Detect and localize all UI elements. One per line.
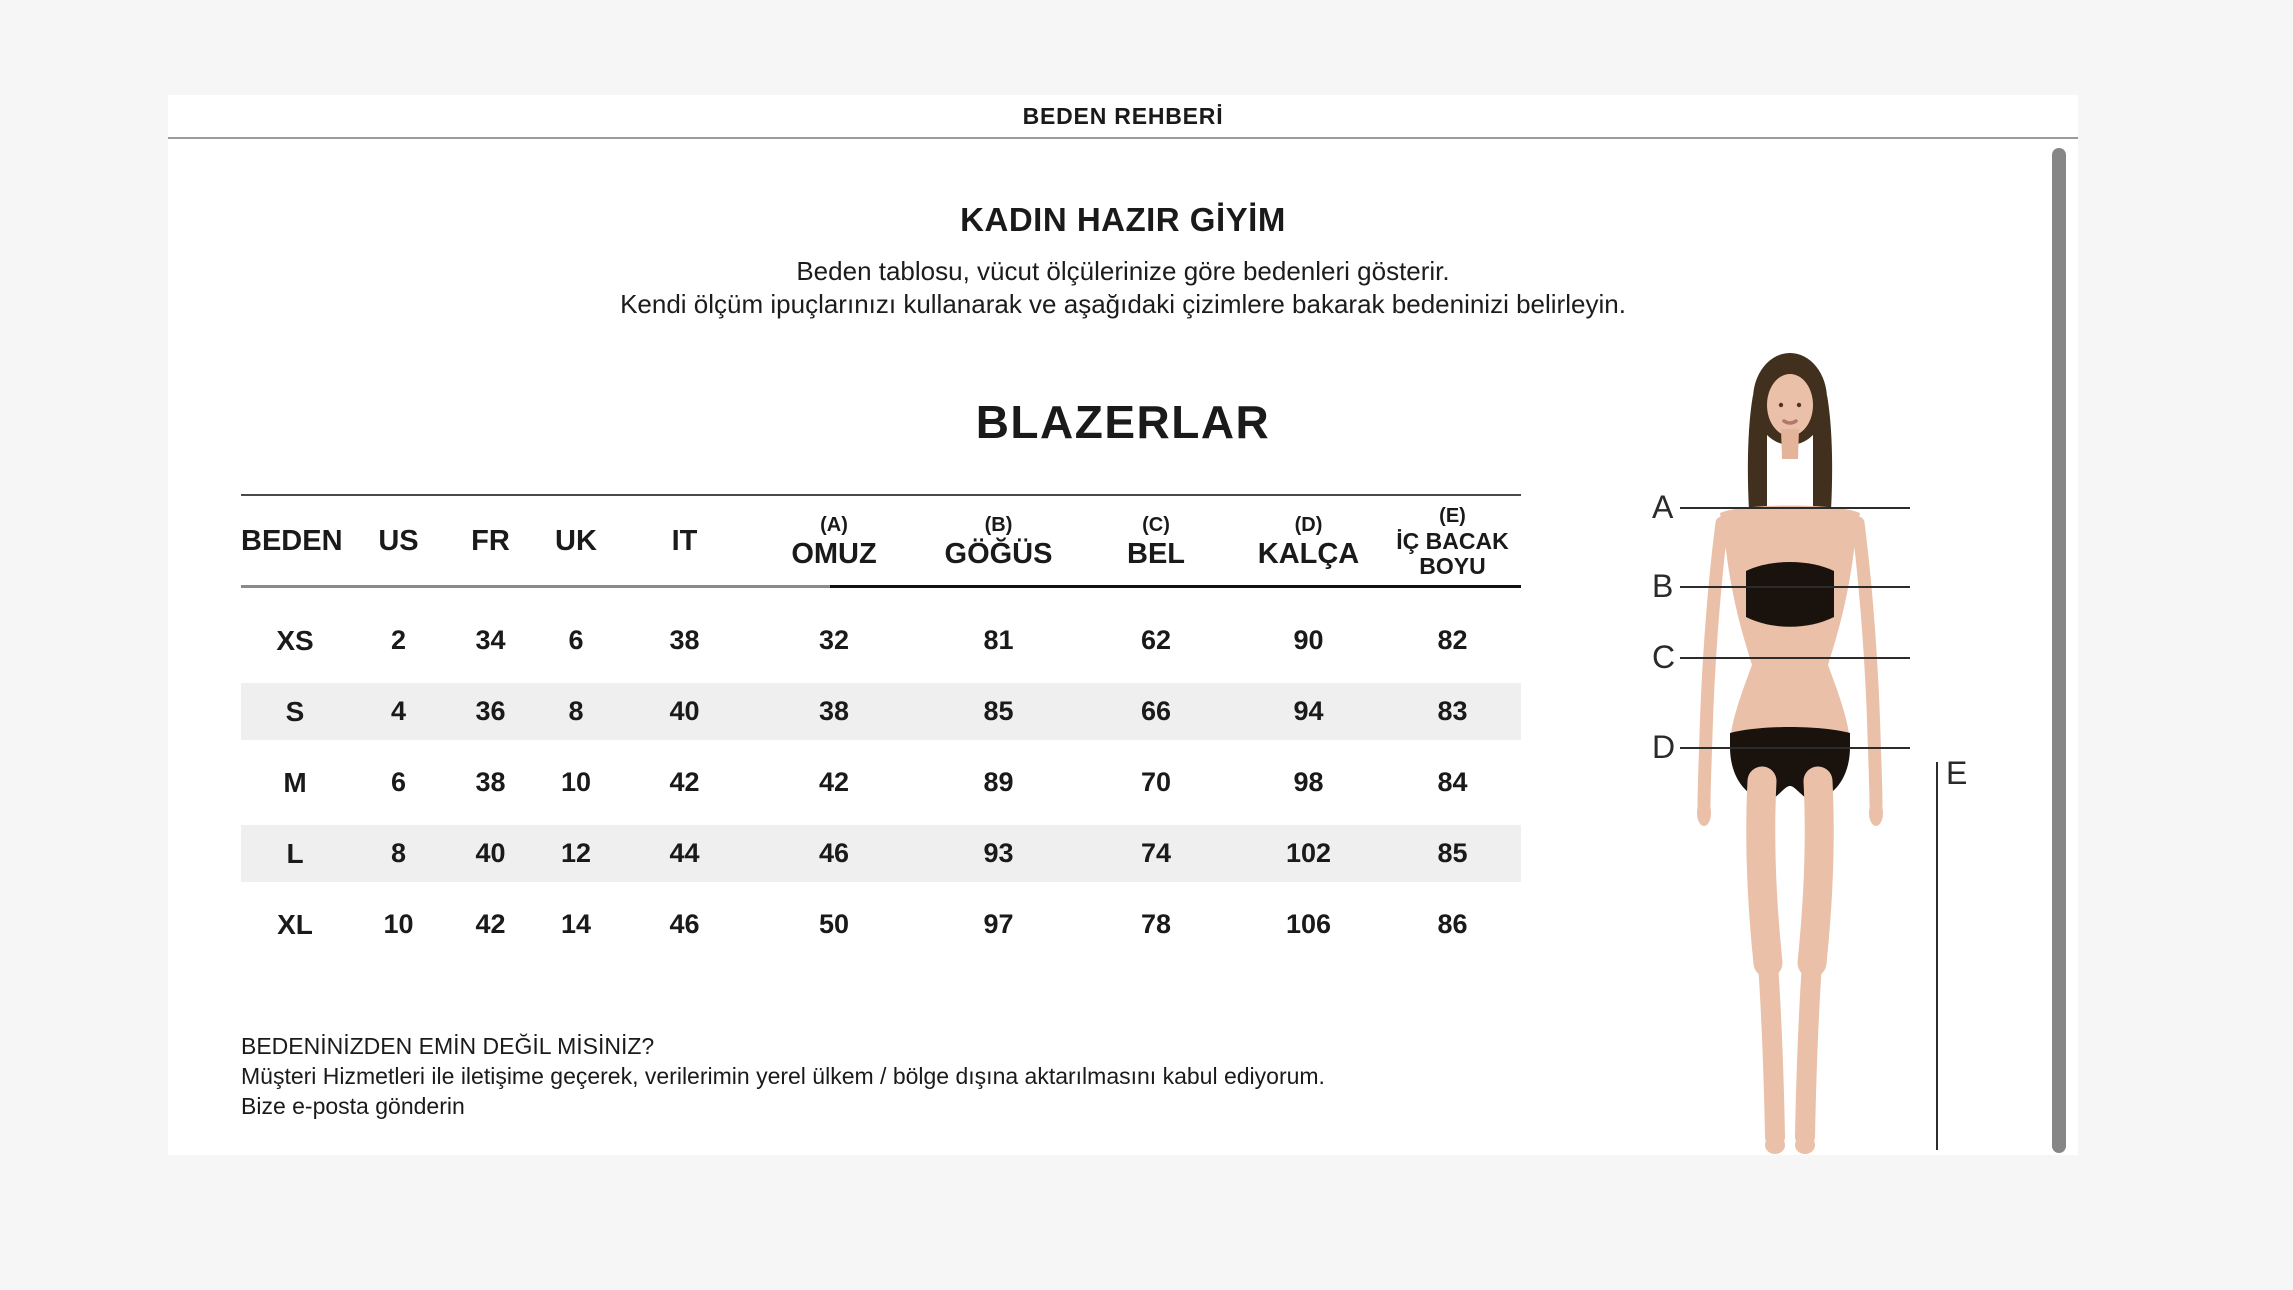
cell: 42: [475, 909, 506, 939]
cell: XS: [276, 624, 314, 656]
cell: 97: [983, 909, 1014, 939]
cell: 86: [1437, 909, 1468, 939]
cell: 6: [568, 625, 584, 655]
category-title: KADIN HAZIR GİYİM: [960, 201, 1286, 238]
cell: 46: [818, 838, 850, 868]
table-top-border: [241, 494, 1521, 496]
table-row-m: M 6 38 10 42 42 89 70 98 84: [241, 747, 1521, 818]
col-header-us: US: [378, 524, 419, 557]
woman-illustration: [1697, 353, 1883, 1154]
cell: 4: [390, 696, 407, 726]
cell: 82: [1437, 625, 1468, 655]
vertical-scrollbar-thumb[interactable]: [2052, 148, 2066, 1153]
cell: 40: [475, 838, 506, 868]
col-header-gogus: (B) GÖĞÜS: [944, 513, 1053, 570]
intro-subtitle-line2: Kendi ölçüm ipuçlarınızı kullanarak ve a…: [620, 289, 1626, 319]
cell: 90: [1293, 625, 1324, 655]
section-title: BLAZERLAR: [975, 396, 1271, 448]
col-header-fr: FR: [471, 524, 510, 557]
cell: 102: [1285, 838, 1332, 868]
intro-subtitle-line1: Beden tablosu, vücut ölçülerinize göre b…: [796, 256, 1450, 286]
cell: 74: [1140, 838, 1172, 868]
cell: 46: [669, 909, 700, 939]
size-table: BEDEN US FR UK IT (A) OMUZ: [241, 494, 1521, 960]
cell: 94: [1293, 696, 1324, 726]
cell: 85: [983, 696, 1014, 726]
col-header-it: IT: [671, 524, 698, 557]
measure-line-a: [1680, 507, 1910, 509]
cell: 40: [669, 696, 700, 726]
cell: L: [286, 837, 304, 869]
cell: 38: [669, 625, 700, 655]
cell: 42: [669, 767, 700, 797]
cell: 89: [983, 767, 1014, 797]
cell: 50: [818, 909, 850, 939]
cell: 106: [1285, 909, 1332, 939]
panel-header: BEDEN REHBERİ: [168, 95, 2078, 137]
cell: 12: [560, 838, 592, 868]
cell: 14: [560, 909, 592, 939]
cell: S: [285, 695, 305, 727]
cell: 32: [818, 625, 850, 655]
cell: 44: [669, 838, 700, 868]
col-header-uk: UK: [555, 524, 597, 557]
cell: 70: [1140, 767, 1172, 797]
table-header-row: BEDEN US FR UK IT (A) OMUZ: [241, 496, 1521, 585]
measure-line-c: [1680, 657, 1910, 659]
table-body: XS 2 34 6 38 32 81 62 90 82 S 4 36 8 40: [241, 605, 1521, 960]
cell: 42: [818, 767, 850, 797]
cell: 10: [560, 767, 592, 797]
cell: 81: [983, 625, 1014, 655]
cell: 2: [390, 625, 407, 655]
measure-line-d: [1680, 747, 1910, 749]
cell: XL: [277, 908, 313, 940]
col-header-beden: BEDEN: [241, 524, 343, 557]
footer-question: BEDENİNİZDEN EMİN DEĞİL MİSİNİZ?: [241, 1033, 655, 1059]
col-header-ic-bacak-boyu: (E) İÇ BACAK BOYU: [1396, 504, 1509, 579]
measurement-figure: A B C D E: [1618, 345, 1988, 1155]
cell: 84: [1437, 767, 1468, 797]
table-row-xs: XS 2 34 6 38 32 81 62 90 82: [241, 605, 1521, 676]
panel-title: BEDEN REHBERİ: [1022, 102, 1224, 129]
measure-label-a: A: [1652, 489, 1674, 525]
cell: 98: [1293, 767, 1324, 797]
cell: M: [283, 766, 307, 798]
cell: 85: [1437, 838, 1468, 868]
measure-label-e: E: [1946, 755, 1968, 791]
cell: 93: [983, 838, 1014, 868]
col-header-bel: (C) BEL: [1127, 513, 1185, 570]
cell: 36: [475, 696, 506, 726]
cell: 83: [1437, 696, 1468, 726]
size-guide-panel: BEDEN REHBERİ KADIN HAZIR GİYİM Beden ta…: [168, 95, 2078, 1155]
table-row-s: S 4 36 8 40 38 85 66 94 83: [241, 676, 1521, 747]
email-link[interactable]: Bize e-posta gönderin: [241, 1093, 465, 1119]
cell: 38: [475, 767, 506, 797]
footer-help: BEDENİNİZDEN EMİN DEĞİL MİSİNİZ? Müşteri…: [241, 1031, 1325, 1121]
measure-line-e: [1936, 762, 1938, 1150]
cell: 8: [390, 838, 407, 868]
col-header-omuz: (A) OMUZ: [791, 513, 877, 570]
cell: 6: [390, 767, 407, 797]
measure-label-d: D: [1652, 729, 1676, 765]
table-header-underline: [241, 585, 1521, 588]
cell: 62: [1140, 625, 1172, 655]
cell: 34: [475, 625, 506, 655]
measure-label-c: C: [1652, 639, 1676, 675]
cell: 38: [818, 696, 850, 726]
cell: 78: [1140, 909, 1172, 939]
measure-label-b: B: [1652, 568, 1674, 604]
footer-consent: Müşteri Hizmetleri ile iletişime geçerek…: [241, 1063, 1325, 1089]
cell: 8: [568, 696, 584, 726]
measure-line-b: [1680, 586, 1910, 588]
header-divider: [168, 137, 2078, 139]
cell: 66: [1140, 696, 1172, 726]
cell: 10: [383, 909, 414, 939]
table-row-xl: XL 10 42 14 46 50 97 78 106 86: [241, 889, 1521, 960]
table-row-l: L 8 40 12 44 46 93 74 102 85: [241, 818, 1521, 889]
intro-subtitle: Beden tablosu, vücut ölçülerinize göre b…: [168, 255, 2078, 321]
col-header-kalca: (D) KALÇA: [1257, 513, 1360, 570]
